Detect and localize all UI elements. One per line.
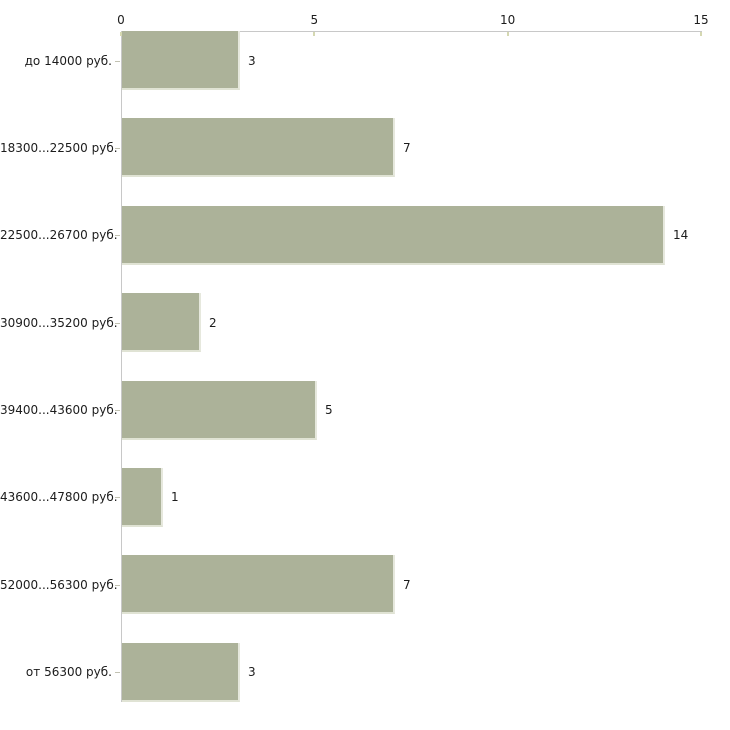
y-tick-mark [115, 235, 120, 236]
x-tick-mark [120, 32, 122, 36]
category-label: 39400...43600 руб. [0, 403, 118, 417]
category-label: 43600...47800 руб. [0, 490, 118, 504]
y-tick-mark [115, 497, 120, 498]
y-axis-line [121, 31, 122, 702]
bar-value-label: 3 [248, 54, 256, 68]
bar-value-label: 14 [673, 228, 689, 242]
category-label: 18300...22500 руб. [0, 141, 118, 155]
y-tick-mark [115, 672, 120, 673]
x-tick-label: 0 [117, 13, 125, 27]
bar [122, 643, 240, 702]
category-label: 22500...26700 руб. [0, 228, 118, 242]
bar [122, 118, 395, 177]
x-tick-mark [700, 32, 702, 36]
category-label: до 14000 руб. [24, 54, 112, 68]
y-tick-mark [115, 148, 120, 149]
bar [122, 293, 201, 352]
x-tick-label: 10 [500, 13, 516, 27]
bar-value-label: 7 [403, 578, 411, 592]
bar [122, 206, 665, 265]
y-tick-mark [115, 323, 120, 324]
x-axis-line [121, 31, 702, 32]
bar [122, 31, 240, 90]
bar-value-label: 1 [171, 490, 179, 504]
x-tick-mark [313, 32, 316, 36]
y-tick-mark [115, 61, 120, 62]
bar-value-label: 5 [325, 403, 333, 417]
category-label: 52000...56300 руб. [0, 578, 118, 592]
x-tick-label: 5 [310, 13, 319, 27]
bar [122, 381, 317, 440]
bar [122, 468, 163, 527]
x-tick-label: 15 [693, 13, 709, 27]
y-tick-mark [115, 585, 120, 586]
bar-value-label: 2 [209, 316, 217, 330]
x-tick-mark [506, 32, 509, 36]
bar-value-label: 3 [248, 665, 256, 679]
bar-value-label: 7 [403, 141, 411, 155]
category-label: 30900...35200 руб. [0, 316, 118, 330]
y-tick-mark [115, 410, 120, 411]
bar [122, 555, 395, 614]
category-label: от 56300 руб. [25, 665, 112, 679]
